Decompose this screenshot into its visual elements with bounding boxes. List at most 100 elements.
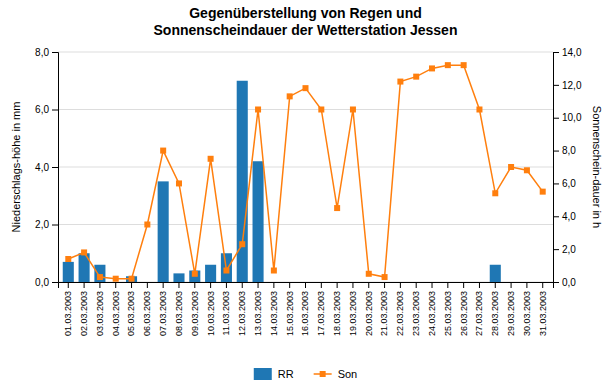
tick-mark [84, 282, 85, 288]
title-line: Gegenüberstellung von Regen und [189, 5, 422, 21]
tick: 01.03.2003 [63, 282, 73, 336]
bar [142, 282, 153, 283]
tick-mark [131, 282, 132, 288]
tick-mark [400, 282, 401, 288]
grid-line [58, 52, 553, 53]
marker [255, 107, 261, 113]
legend: RR Son [254, 368, 357, 380]
tick: 21.03.2003 [379, 282, 389, 336]
tick: 24.03.2003 [427, 282, 437, 336]
tick-mark [553, 183, 559, 184]
marker [429, 65, 435, 71]
tick-label: 6,0 [562, 178, 576, 189]
line-series [65, 62, 545, 282]
bar [63, 262, 74, 282]
tick-label: 4,0 [562, 211, 576, 222]
tick-mark [289, 282, 290, 288]
tick: 12.03.2003 [237, 282, 247, 336]
bar [411, 282, 422, 283]
marker [65, 256, 71, 262]
tick-label: 8,0 [35, 47, 49, 58]
tick: 19.03.2003 [348, 282, 358, 336]
tick: 27.03.2003 [474, 282, 484, 336]
tick-label: 29.03.2003 [506, 291, 516, 336]
axis-line [59, 283, 554, 289]
tick-mark [68, 282, 69, 288]
tick-mark [384, 282, 385, 288]
marker [160, 148, 166, 154]
marker [413, 74, 419, 80]
tick-label: 12,0 [562, 80, 582, 91]
tick-mark [178, 282, 179, 288]
marker [334, 205, 340, 211]
y-axis: 0,02,04,06,08,0 [35, 47, 58, 288]
tick: 26.03.2003 [459, 282, 469, 336]
marker [303, 85, 309, 91]
tick-mark [52, 52, 58, 53]
marker [492, 190, 498, 196]
bar [347, 282, 358, 283]
tick: 4,0 [553, 211, 576, 222]
tick-mark [52, 225, 58, 226]
chart: 0,02,04,06,08,00,02,04,06,08,010,012,014… [0, 0, 611, 386]
title-line: Sonnenscheindauer der Wetterstation Jess… [154, 22, 458, 38]
tick-mark [337, 282, 338, 288]
tick-mark [553, 249, 559, 250]
tick-label: 25.03.2003 [443, 291, 453, 336]
tick-mark [163, 282, 164, 288]
tick-label: 03.03.2003 [95, 291, 105, 336]
tick: 12,0 [553, 80, 582, 91]
tick-label: 02.03.2003 [79, 291, 89, 336]
tick-mark [511, 282, 512, 288]
legend-label: Son [338, 368, 358, 380]
bar [506, 282, 517, 283]
tick: 8,0 [35, 47, 58, 58]
tick: 23.03.2003 [411, 282, 421, 336]
tick: 06.03.2003 [142, 282, 152, 336]
tick-label: 06.03.2003 [142, 291, 152, 336]
marker [239, 241, 245, 247]
tick-mark [210, 282, 211, 288]
bar [189, 271, 200, 283]
x-axis: 01.03.200302.03.200303.03.200304.03.2003… [59, 282, 554, 336]
tick-label: 09.03.2003 [190, 291, 200, 336]
tick-label: 14,0 [562, 47, 582, 58]
tick-mark [368, 282, 369, 288]
y2-axis-title: Sonnenschein-dauer in h [591, 106, 603, 228]
axis-line [554, 53, 560, 283]
tick-label: 31.03.2003 [538, 291, 548, 336]
tick-mark [115, 282, 116, 288]
legend-label: RR [278, 368, 294, 380]
bar [300, 282, 311, 283]
tick-label: 22.03.2003 [395, 291, 405, 336]
marker [350, 107, 356, 113]
marker [318, 107, 324, 113]
y2-axis: 0,02,04,06,08,010,012,014,0 [553, 47, 582, 288]
tick: 2,0 [553, 244, 576, 255]
tick-mark [553, 118, 559, 119]
tick-label: 12.03.2003 [237, 291, 247, 336]
bar [332, 282, 343, 283]
title: Gegenüberstellung von Regen undSonnensch… [154, 5, 458, 38]
tick-mark [447, 282, 448, 288]
tick-label: 4,0 [35, 162, 49, 173]
tick-mark [553, 85, 559, 86]
tick-mark [553, 216, 559, 217]
bar [490, 265, 501, 282]
tick-label: 10,0 [562, 112, 582, 123]
bar [442, 282, 453, 283]
plot: 0,02,04,06,08,00,02,04,06,08,010,012,014… [35, 47, 582, 336]
legend-item: Son [314, 368, 358, 380]
tick-mark [258, 282, 259, 288]
tick: 17.03.2003 [316, 282, 326, 336]
tick-label: 07.03.2003 [158, 291, 168, 336]
marker [540, 189, 546, 195]
tick-mark [526, 282, 527, 288]
grid-line [58, 224, 553, 225]
bar [521, 282, 532, 283]
tick-mark [321, 282, 322, 288]
tick-label: 2,0 [562, 244, 576, 255]
tick-label: 27.03.2003 [474, 291, 484, 336]
bar [158, 181, 169, 282]
marker [287, 93, 293, 99]
